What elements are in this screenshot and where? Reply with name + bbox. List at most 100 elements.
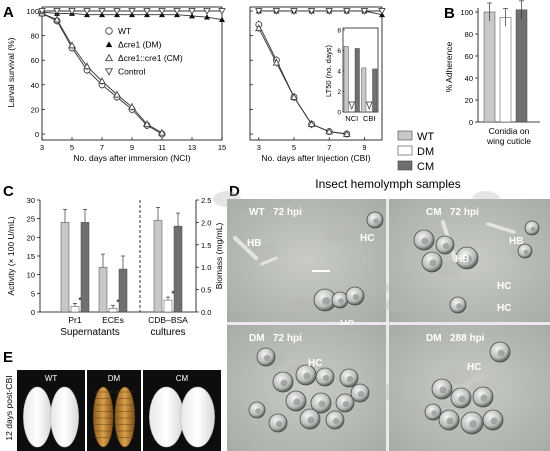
data-point — [360, 8, 369, 15]
hyphal-body — [486, 222, 516, 234]
data-point — [255, 8, 263, 15]
activity-bar — [98, 266, 108, 313]
data-point — [143, 120, 151, 128]
y-tick-label: 5 — [31, 289, 35, 298]
data-point — [255, 24, 263, 32]
data-point — [113, 90, 121, 98]
larva — [23, 386, 52, 448]
cell-type-label: HB — [509, 236, 523, 247]
data-point — [158, 8, 166, 15]
y-axis-label: Larval survival (%) — [6, 37, 16, 107]
activity-bar — [173, 225, 183, 313]
significance-star: * — [116, 297, 120, 307]
x-axis-label: No. days after Injection (CBI) — [261, 153, 370, 163]
larvae-photos: WT DM CM — [17, 370, 221, 451]
series-line — [258, 28, 347, 135]
micrograph-time-label: 72 hpi — [273, 207, 302, 218]
y-tick-label: 80 — [31, 32, 39, 41]
data-point — [173, 8, 181, 15]
survival-chart-cbi: 3 5 7 9No. days after Injection (CBI) — [249, 6, 386, 163]
micrograph-dm-72: DM 72 hpi HC — [227, 325, 398, 451]
cell-type-label: HC — [340, 319, 354, 330]
y-tick-label: 15 — [27, 252, 35, 261]
micrograph-wt-72: WT 72 hpi HB HC HC — [213, 191, 389, 330]
data-point — [128, 8, 136, 15]
y-tick-label: 20 — [31, 105, 39, 114]
panel-letter-b: B — [444, 5, 455, 22]
larvae-photo-label: CM — [176, 374, 189, 383]
y-tick-label: 10 — [27, 271, 35, 280]
larvae-side-label: 12 days post-CBI — [4, 375, 14, 440]
y-tick-label: 0 — [35, 130, 39, 139]
larva — [180, 386, 215, 448]
data-point — [325, 8, 333, 15]
data-point — [83, 8, 91, 15]
hyphal-body — [233, 236, 258, 260]
larva — [149, 386, 184, 448]
data-point — [68, 41, 76, 49]
panel-letter-c: C — [3, 183, 14, 200]
larva — [92, 386, 114, 448]
y-right-tick-label: 0.5 — [201, 286, 211, 295]
data-point — [98, 8, 106, 15]
strain-bar-legend: WT DM CM — [397, 130, 434, 173]
inset-nd-marker — [348, 101, 356, 110]
data-point — [272, 58, 281, 66]
y-right-tick-label: 1.0 — [201, 263, 211, 272]
inset-bar — [361, 67, 367, 113]
x-tick-label: 9 — [130, 143, 134, 152]
activity-bar — [70, 306, 80, 313]
y-axis-label: Activity (× 100 U/mL) — [6, 216, 16, 295]
micrograph-grid: WT 72 hpi HB HC HC CM 72 hpi HB HB HC HC DM 72 hpi… — [213, 191, 550, 451]
x-tick-label: 15 — [218, 143, 226, 152]
data-point — [98, 77, 106, 84]
data-point — [307, 8, 316, 15]
cell-type-label: HC — [467, 362, 481, 373]
y-tick-label: 0 — [31, 308, 35, 317]
data-point — [325, 127, 333, 135]
y-tick-label: 40 — [31, 81, 39, 90]
cell-type-label: HC — [360, 233, 374, 244]
micrograph-strain-label: DM — [249, 333, 265, 344]
x-tick-label: 5 — [70, 143, 74, 152]
inset-bar — [354, 48, 360, 113]
data-point — [290, 8, 298, 15]
legend-marker — [104, 53, 114, 62]
data-point — [290, 93, 298, 100]
larva — [114, 386, 136, 448]
y-axis-label: % Adherence — [444, 41, 454, 92]
y-tick-label: 100 — [26, 7, 39, 16]
inset-y-tick: 4 — [337, 69, 341, 76]
category-label: ECEs — [102, 315, 124, 325]
legend-swatch — [397, 130, 413, 141]
micrograph-cm-72: CM 72 hpi HB HB HC HC — [385, 191, 550, 322]
group-label: cultures — [150, 327, 185, 338]
lt50-inset-chart: 0 2 4 6 8 LT50 (no. days) NCI CBI — [324, 27, 379, 123]
data-point — [158, 128, 166, 136]
inset-nd-marker — [365, 101, 373, 110]
x-tick-label: 5 — [292, 143, 296, 152]
significance-star: * — [78, 295, 82, 305]
micrograph-strain-label: CM — [426, 207, 442, 218]
cell-type-label: HC — [497, 281, 511, 292]
inset-frame — [342, 27, 379, 113]
category-label: Pr1 — [68, 315, 82, 325]
y-tick-label: 80 — [465, 30, 473, 39]
activity-bar — [153, 220, 163, 313]
hyphal-body — [260, 256, 278, 266]
legend-label: CM — [417, 161, 434, 173]
activity-bar — [163, 299, 173, 313]
micrograph-time-label: 288 hpi — [450, 333, 485, 344]
x-tick-label: 3 — [257, 143, 261, 152]
adherence-bar — [483, 11, 496, 123]
legend-label: Control — [118, 67, 146, 77]
micrograph-time-label: 72 hpi — [273, 333, 302, 344]
data-point — [218, 8, 226, 15]
adherence-bar — [499, 17, 512, 123]
data-point — [203, 8, 211, 15]
activity-bar — [80, 222, 90, 313]
x-tick-label: 13 — [188, 143, 196, 152]
data-point — [343, 130, 351, 137]
x-tick-label: 11 — [158, 143, 166, 152]
